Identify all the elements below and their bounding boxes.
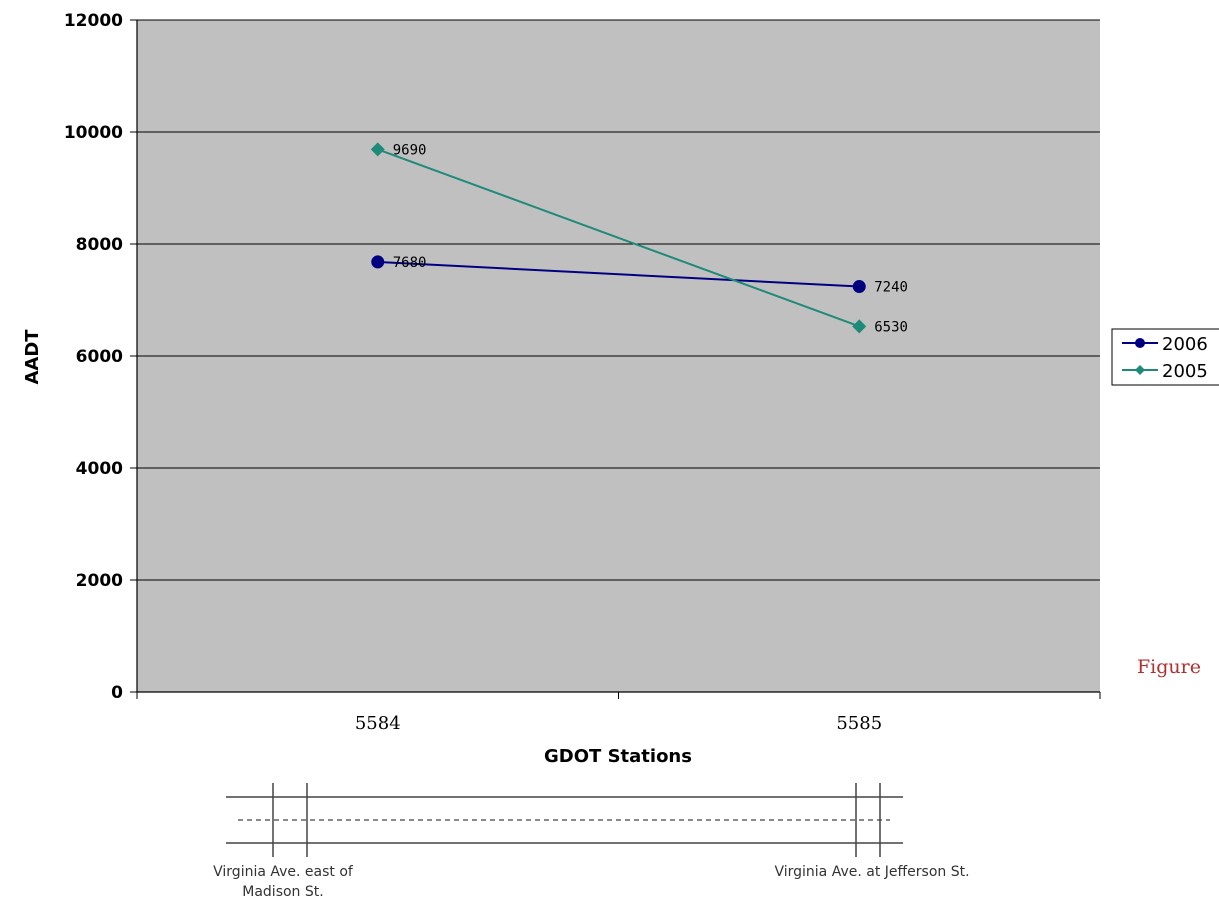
y-tick-label: 8000 [76,235,123,255]
road-diagram: Virginia Ave. east of Madison St. Virgin… [213,783,970,900]
legend-box [1111,328,1219,386]
y-axis-title: AADT [22,329,43,385]
legend: 2006 2005 [1111,328,1219,386]
y-tick-label: 10000 [64,123,123,143]
road-label-right: Virginia Ave. at Jefferson St. [774,864,969,880]
y-tick-label: 0 [111,683,123,703]
axes [130,19,1101,699]
data-label-2006: 7680 [393,255,427,271]
series-line-2005 [377,148,860,328]
y-tick-label: 2000 [76,571,123,591]
y-tick-labels: 0 2000 4000 6000 8000 10000 12000 [64,11,123,703]
x-tick-labels: 5584 5585 [355,713,882,734]
y-tick-label: 4000 [76,459,123,479]
x-tick-label: 5585 [836,713,882,734]
data-label-2006: 7240 [874,280,908,296]
data-point-2005 [370,142,385,157]
series-group: 7680 7240 9690 6530 [370,142,908,335]
x-tick-label: 5584 [355,713,401,734]
series-line-2006 [377,260,860,288]
legend-entry-2006: 2006 [1162,334,1208,355]
y-tick-label: 6000 [76,347,123,367]
data-point-2006 [852,280,866,294]
x-axis-title: GDOT Stations [544,746,692,767]
road-label-left-line1: Virginia Ave. east of [213,864,354,880]
figure-caption: Figure [1137,656,1201,678]
legend-entry-2005: 2005 [1162,361,1208,382]
data-label-2005: 6530 [874,319,908,335]
gridlines [137,19,1100,581]
data-point-2006 [371,255,385,269]
legend-marker [1135,338,1145,348]
data-label-2005: 9690 [393,142,427,158]
road-label-left-line2: Madison St. [242,884,323,900]
data-point-2005 [852,319,867,334]
y-tick-label: 12000 [64,11,123,31]
legend-marker [1135,365,1145,375]
